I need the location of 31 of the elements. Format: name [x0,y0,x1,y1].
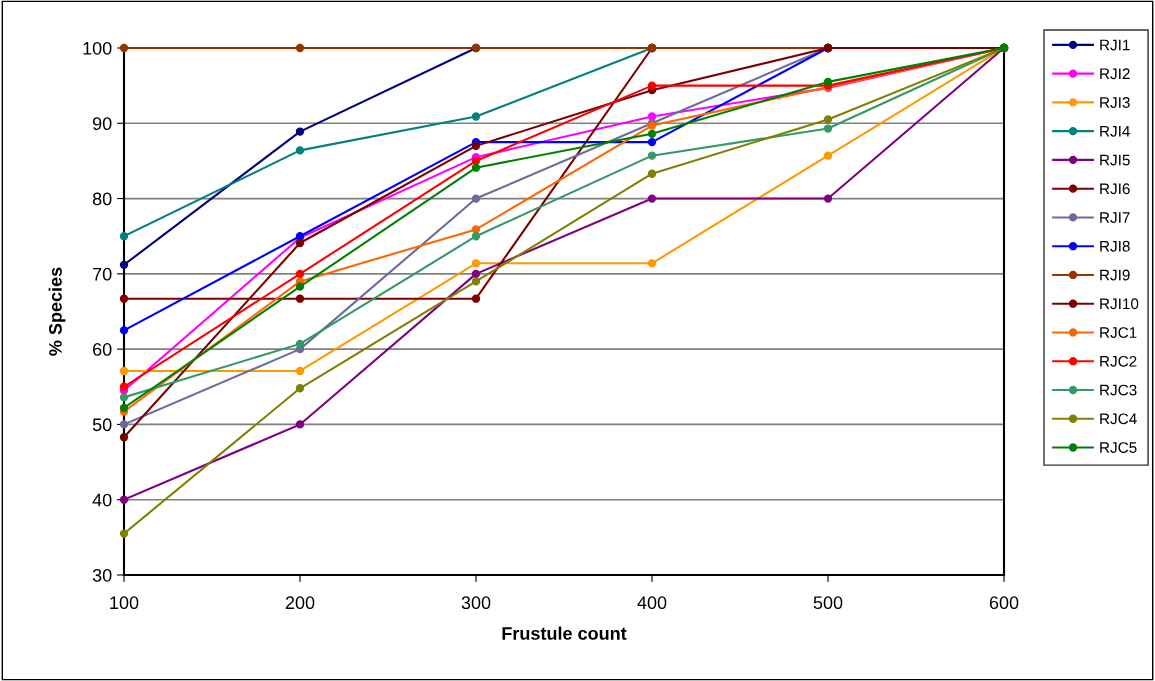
x-tick-label: 400 [637,596,667,610]
legend-label: RJC3 [1100,384,1137,396]
legend-label: RJI2 [1100,68,1130,80]
legend-label: RJI5 [1100,154,1130,166]
y-tick-label: 40 [92,493,112,507]
y-tick-label: 100 [83,41,112,55]
y-tick-label: 60 [93,343,112,356]
x-tick-label: 200 [285,596,315,610]
legend-label: RJC2 [1100,355,1137,367]
y-tick-label: 30 [92,568,112,582]
x-tick-label: 600 [989,596,1019,610]
legend-label: RJI8 [1100,240,1130,252]
x-tick-label: 500 [813,596,843,610]
y-tick-label: 90 [92,117,112,131]
legend-label: RJI6 [1100,183,1130,195]
legend-label: RJC5 [1100,442,1137,453]
legend-label: RJI10 [1100,298,1139,310]
y-tick-label: 70 [93,267,112,281]
x-tick-label: 100 [110,596,139,610]
legend-label: RJC4 [1100,413,1137,425]
legend-label: RJI7 [1100,212,1130,223]
x-tick-label: 300 [461,596,491,610]
y-tick-label: 80 [92,192,112,206]
y-axis-title: % Species [48,267,66,356]
legend-label: RJI9 [1100,269,1130,281]
legend-label: RJC1 [1100,327,1137,338]
legend-label: RJI3 [1100,97,1130,108]
x-axis-title: Frustule count [502,626,627,640]
y-tick-label: 50 [92,418,112,432]
legend-label: RJI1 [1100,39,1130,51]
legend-label: RJI4 [1100,125,1130,137]
